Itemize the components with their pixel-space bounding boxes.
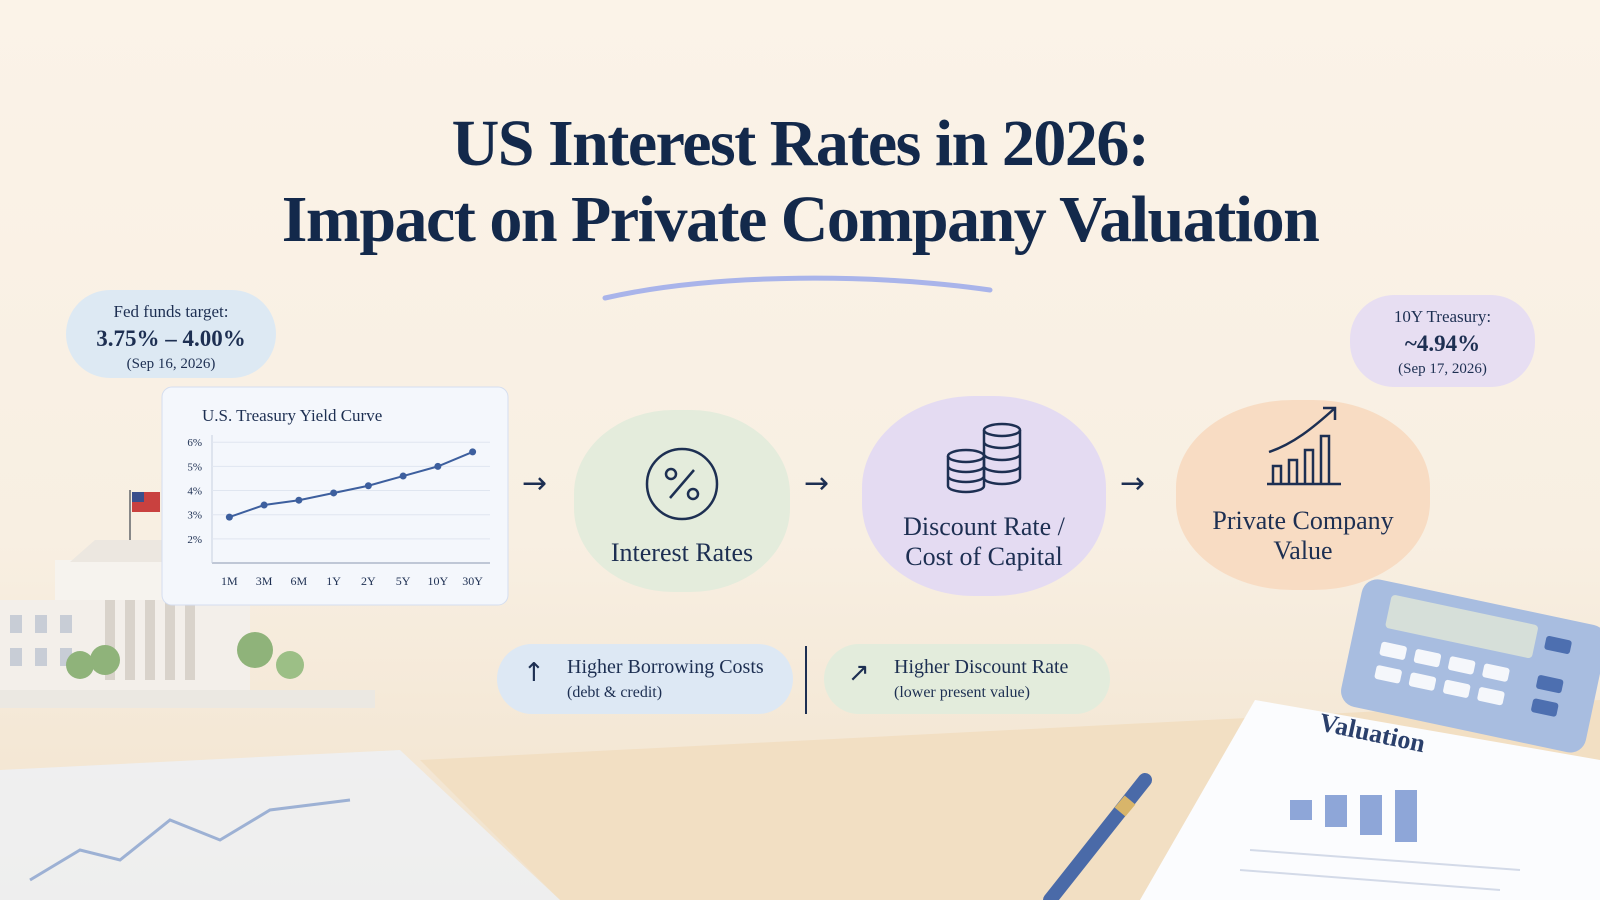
y-tick-label: 5% xyxy=(187,461,202,473)
title-line: Impact on Private Company Valuation xyxy=(281,183,1320,256)
effect-pill: ↗ Higher Discount Rate (lower present va… xyxy=(824,644,1110,714)
y-tick-label: 2% xyxy=(187,534,202,546)
node-label: Discount Rate / xyxy=(903,512,1065,541)
pen xyxy=(1043,773,1152,900)
coins-icon xyxy=(946,422,1022,494)
flow-arrow: → xyxy=(804,466,830,501)
x-tick-label: 1Y xyxy=(326,574,341,588)
x-tick-label: 2Y xyxy=(361,574,376,588)
effect-icon: ↗ xyxy=(848,658,870,688)
flow-arrow: → xyxy=(522,466,548,501)
flow-arrow: → xyxy=(1120,466,1146,501)
title-underline xyxy=(602,275,993,301)
yield-point xyxy=(469,448,477,456)
calculator xyxy=(1341,579,1600,753)
callout-value: 3.75% – 4.00% xyxy=(96,326,246,351)
effect-pill: ↑ Higher Borrowing Costs (debt & credit) xyxy=(497,644,793,714)
valuation-doc xyxy=(1140,700,1600,900)
y-tick-label: 3% xyxy=(187,510,202,522)
x-tick-label: 5Y xyxy=(396,574,411,588)
x-tick-label: 1M xyxy=(221,574,238,588)
node-label: Value xyxy=(1273,536,1333,565)
growth-icon xyxy=(1267,406,1341,486)
node-label: Interest Rates xyxy=(610,538,754,567)
flow-node: Private Company Value xyxy=(1176,400,1430,590)
yield-point xyxy=(364,482,372,490)
node-label: Private Company xyxy=(1212,506,1394,535)
effect-note: (debt & credit) xyxy=(567,684,663,701)
callout-value: ~4.94% xyxy=(1404,331,1481,356)
yield-point xyxy=(295,496,303,504)
chart-title: U.S. Treasury Yield Curve xyxy=(202,406,382,425)
callout-label: Fed funds target: xyxy=(113,302,229,321)
x-tick-label: 6M xyxy=(291,574,308,588)
yield-line xyxy=(229,450,474,519)
callout-label: 10Y Treasury: xyxy=(1393,307,1492,326)
paper-line xyxy=(29,798,351,882)
y-tick-label: 6% xyxy=(187,437,202,449)
y-tick-label: 4% xyxy=(187,486,202,498)
title-line: US Interest Rates in 2026: xyxy=(451,107,1150,180)
yield-point xyxy=(225,513,233,521)
paper-left xyxy=(0,750,560,900)
effect-icon: ↑ xyxy=(523,658,545,688)
callout-date: (Sep 17, 2026) xyxy=(1398,361,1487,377)
yield-chart: U.S. Treasury Yield Curve 2% 3% 4% 5% 6% 1M 3M… xyxy=(161,386,509,606)
flow-node: Interest Rates xyxy=(574,410,790,592)
yield-point xyxy=(260,501,268,509)
treasury-callout: 10Y Treasury: ~4.94% (Sep 17, 2026) xyxy=(1350,295,1535,387)
callout-date: (Sep 16, 2026) xyxy=(126,356,216,372)
x-tick-label: 3M xyxy=(256,574,273,588)
x-tick-label: 10Y xyxy=(428,574,449,588)
yield-point xyxy=(399,472,407,480)
x-tick-label: 30Y xyxy=(462,574,483,588)
node-label: Cost of Capital xyxy=(905,542,1063,571)
yield-point xyxy=(330,489,338,497)
flow-node: Discount Rate / Cost of Capital xyxy=(862,396,1106,596)
fed-callout: Fed funds target: 3.75% – 4.00% (Sep 16,… xyxy=(66,290,276,378)
divider xyxy=(805,646,807,714)
effect-title: Higher Borrowing Costs xyxy=(567,656,764,678)
yield-point xyxy=(434,462,442,470)
effect-title: Higher Discount Rate xyxy=(894,656,1069,678)
effect-note: (lower present value) xyxy=(894,684,1030,701)
percent-icon xyxy=(645,447,719,521)
